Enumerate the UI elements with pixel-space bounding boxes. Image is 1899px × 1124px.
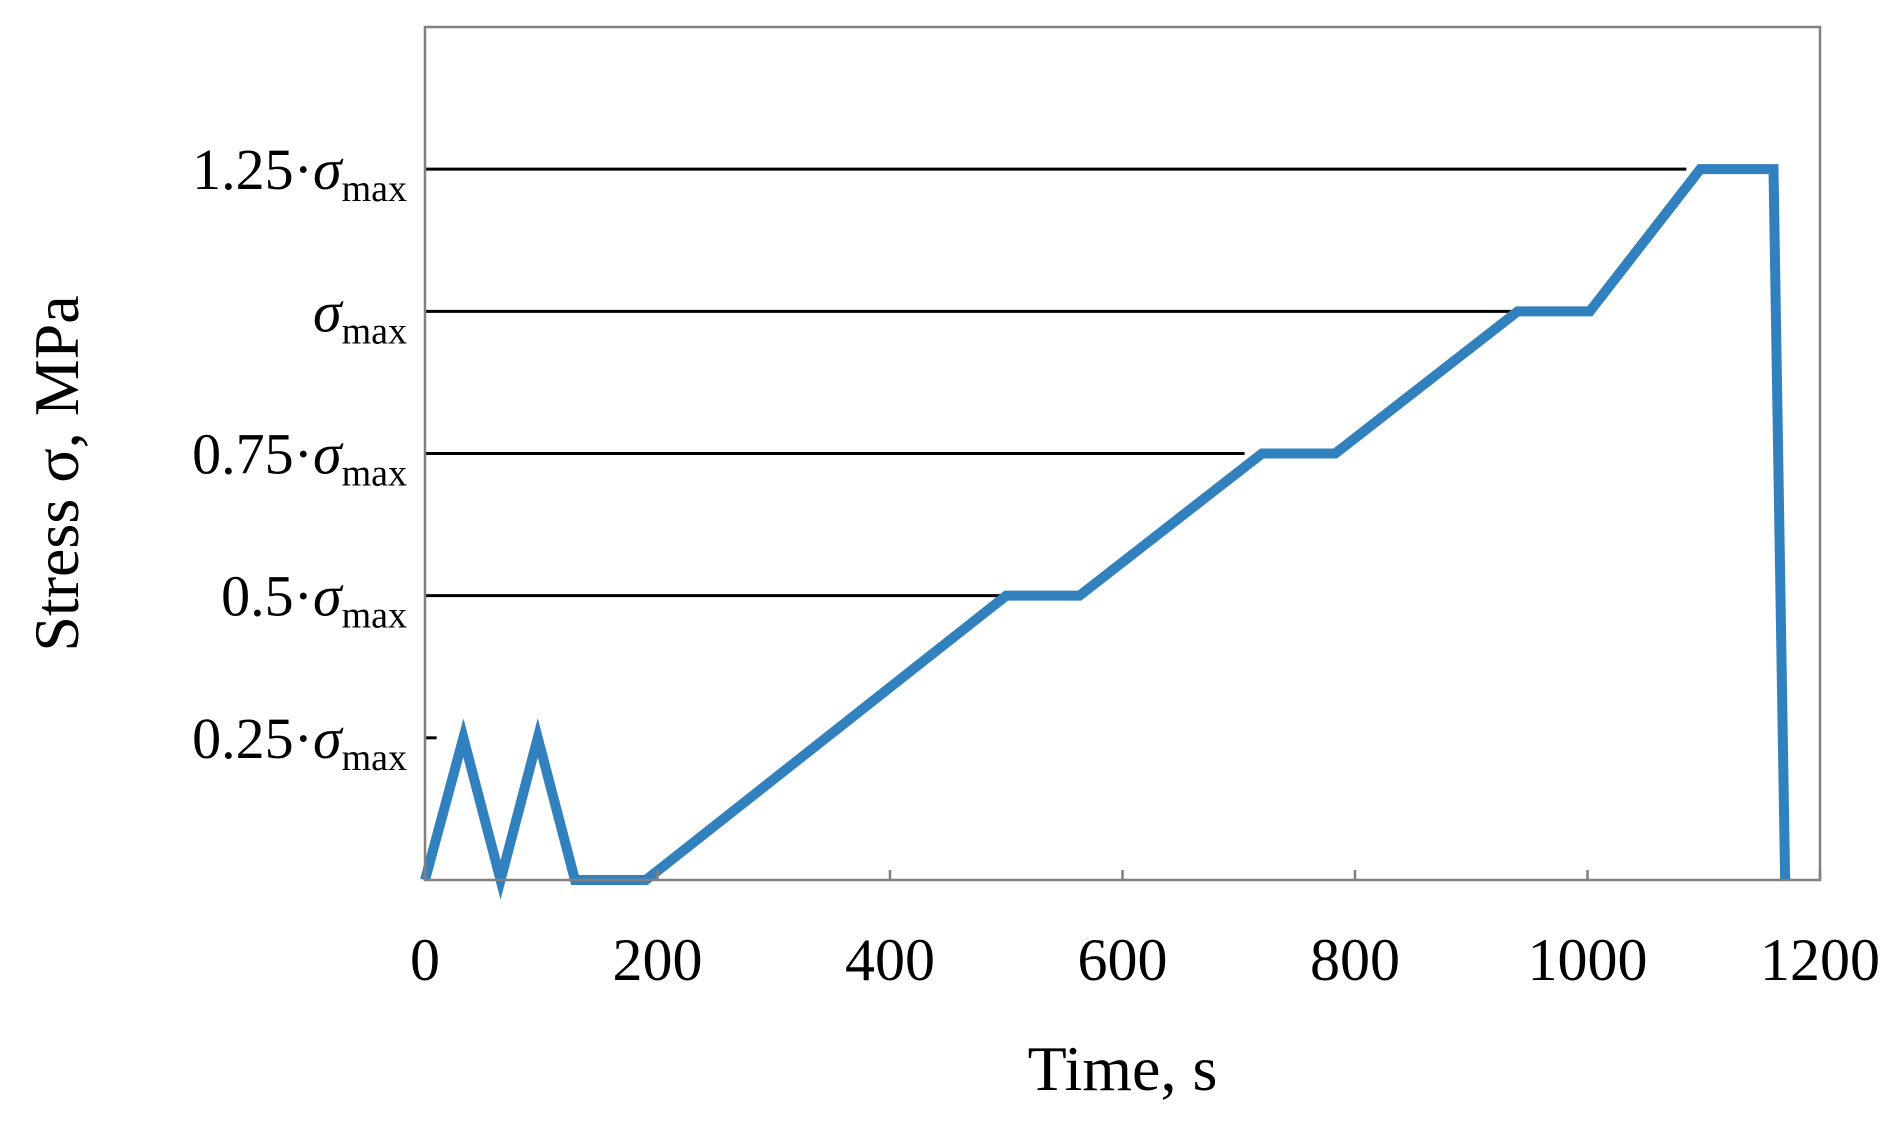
sigma-symbol: σ: [313, 706, 344, 771]
x-axis-title: Time, s: [1028, 1033, 1218, 1104]
x-axis-ticks: [423, 870, 1822, 880]
sigma-symbol: σ: [313, 422, 344, 487]
x-tick-label: 1000: [1528, 927, 1648, 993]
stress-level-label: 0.25·σmax: [192, 706, 407, 779]
level-prefix: 1.25·: [192, 137, 313, 202]
stress-level-label: 0.5·σmax: [221, 564, 407, 637]
x-tick-label: 400: [845, 927, 935, 993]
stress-series-line: [420, 164, 1791, 900]
sigma-symbol: σ: [313, 564, 344, 629]
level-prefix: 0.5·: [221, 564, 313, 629]
max-subscript: max: [342, 453, 407, 495]
x-tick-label: 1200: [1760, 927, 1880, 993]
level-prefix: 0.25·: [192, 706, 313, 771]
stress-level-label: 1.25·σmax: [192, 137, 407, 210]
x-axis-tick-labels: 0 200 400 600 800 1000 1200: [410, 927, 1880, 993]
stress-level-lines: [425, 167, 1687, 740]
series-layer: [420, 164, 1791, 900]
max-subscript: max: [342, 595, 407, 637]
x-tick-label: 200: [613, 927, 703, 993]
max-subscript: max: [342, 310, 407, 352]
stress-level-label: 0.75·σmax: [192, 422, 407, 495]
max-subscript: max: [342, 168, 407, 210]
stress-level-label: σmax: [313, 279, 407, 352]
x-tick-label: 800: [1310, 927, 1400, 993]
sigma-symbol: σ: [313, 279, 344, 344]
max-subscript: max: [342, 737, 407, 779]
level-prefix: 0.75·: [192, 422, 313, 487]
x-tick-label: 600: [1078, 927, 1168, 993]
x-tick-label: 0: [410, 927, 440, 993]
sigma-symbol: σ: [313, 137, 344, 202]
y-axis-title: Stress σ, MPa: [21, 295, 92, 651]
